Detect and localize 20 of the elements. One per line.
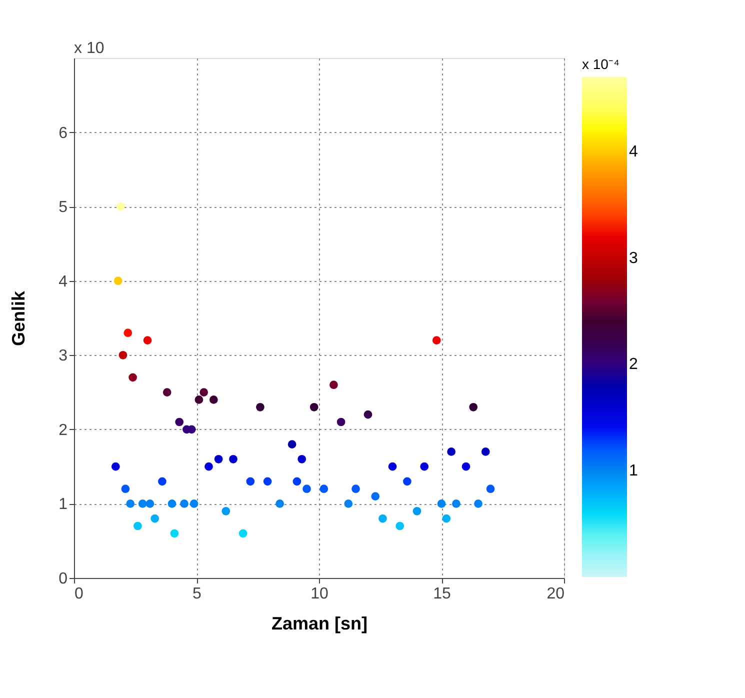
- y-tick-label: 4: [58, 273, 68, 290]
- y-tick-label: 2: [58, 422, 68, 439]
- color-bar-title: x 10⁻⁴: [582, 56, 620, 72]
- x-axis-title: Zaman [sn]: [271, 614, 368, 634]
- y-tick-label: 5: [58, 199, 68, 216]
- color-bar-label: 3: [629, 250, 638, 267]
- x-tick-label: 10: [310, 586, 328, 602]
- color-bar-label: 4: [629, 143, 638, 160]
- y-tick-label: 0: [58, 570, 68, 588]
- y-axis-title: Genlik: [8, 290, 29, 346]
- x-tick-label: 0: [74, 586, 84, 602]
- color-bar-label: 1: [629, 462, 638, 480]
- text: x 10: [74, 40, 104, 57]
- y-tick-label: 6: [58, 124, 68, 142]
- y-tick-label: 3: [58, 348, 68, 365]
- y-tick-label: 1: [58, 496, 68, 514]
- color-bar-label: 2: [629, 356, 638, 374]
- x-tick-label: 15: [433, 586, 451, 602]
- x-tick-label: 5: [192, 586, 202, 602]
- x-tick-label: 20: [546, 586, 565, 602]
